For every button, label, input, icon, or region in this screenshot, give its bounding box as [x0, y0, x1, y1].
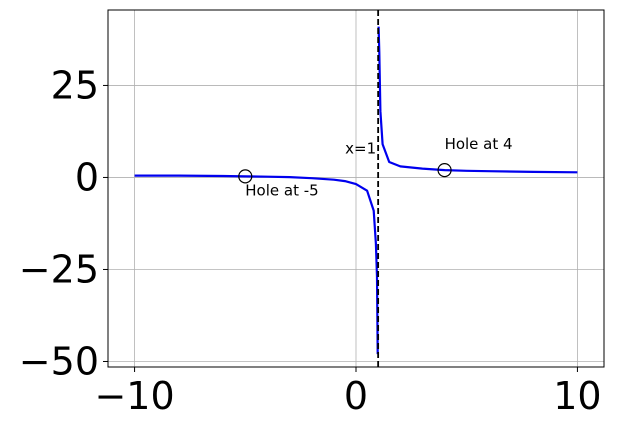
- ticks-layer: −10 0 10 −50 −25 0 25: [19, 63, 602, 418]
- grid-lines: [108, 10, 604, 367]
- y-tick-label: 25: [51, 63, 99, 107]
- hole-marker: [238, 169, 253, 184]
- holes-layer: [238, 162, 452, 184]
- y-tick-label: −50: [19, 339, 99, 383]
- series-layer: [134, 26, 578, 355]
- annotation-layer: x=1 Hole at -5 Hole at 4: [245, 135, 512, 199]
- series-line: [134, 174, 379, 355]
- y-tick-label: 0: [75, 155, 99, 199]
- asymptote-label: x=1: [345, 140, 376, 158]
- hole-label: Hole at 4: [445, 135, 513, 153]
- x-tick-label: 10: [553, 374, 601, 418]
- hole-label: Hole at -5: [245, 181, 318, 199]
- y-tick-label: −25: [19, 247, 99, 291]
- hole-marker: [437, 162, 452, 178]
- x-tick-label: −10: [94, 374, 174, 418]
- x-tick-label: 0: [344, 374, 368, 418]
- series-line: [377, 26, 578, 174]
